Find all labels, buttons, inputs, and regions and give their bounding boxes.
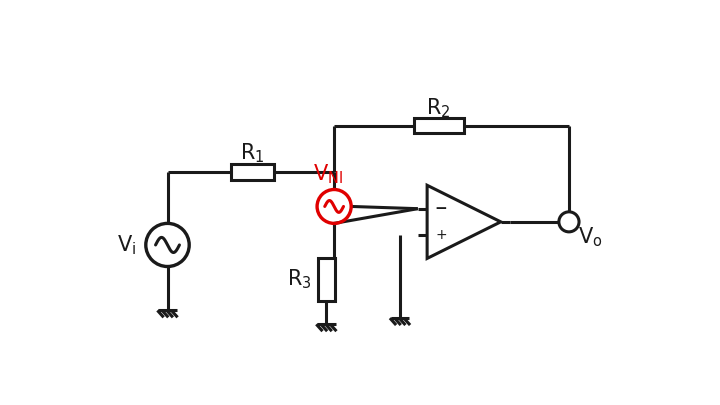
Bar <box>318 258 335 301</box>
Text: $\mathrm{V_o}$: $\mathrm{V_o}$ <box>578 226 603 249</box>
Text: $\mathrm{R_2}$: $\mathrm{R_2}$ <box>426 97 451 120</box>
Text: $\mathrm{R_1}$: $\mathrm{R_1}$ <box>240 141 265 165</box>
Bar <box>413 118 464 133</box>
Text: $\mathrm{R_3}$: $\mathrm{R_3}$ <box>287 268 312 292</box>
Bar <box>231 164 274 179</box>
Text: +: + <box>436 228 447 242</box>
Text: $\mathrm{V_{NI}}$: $\mathrm{V_{NI}}$ <box>312 162 343 186</box>
Text: $\mathrm{V_i}$: $\mathrm{V_i}$ <box>117 233 137 257</box>
Text: −: − <box>435 201 447 216</box>
